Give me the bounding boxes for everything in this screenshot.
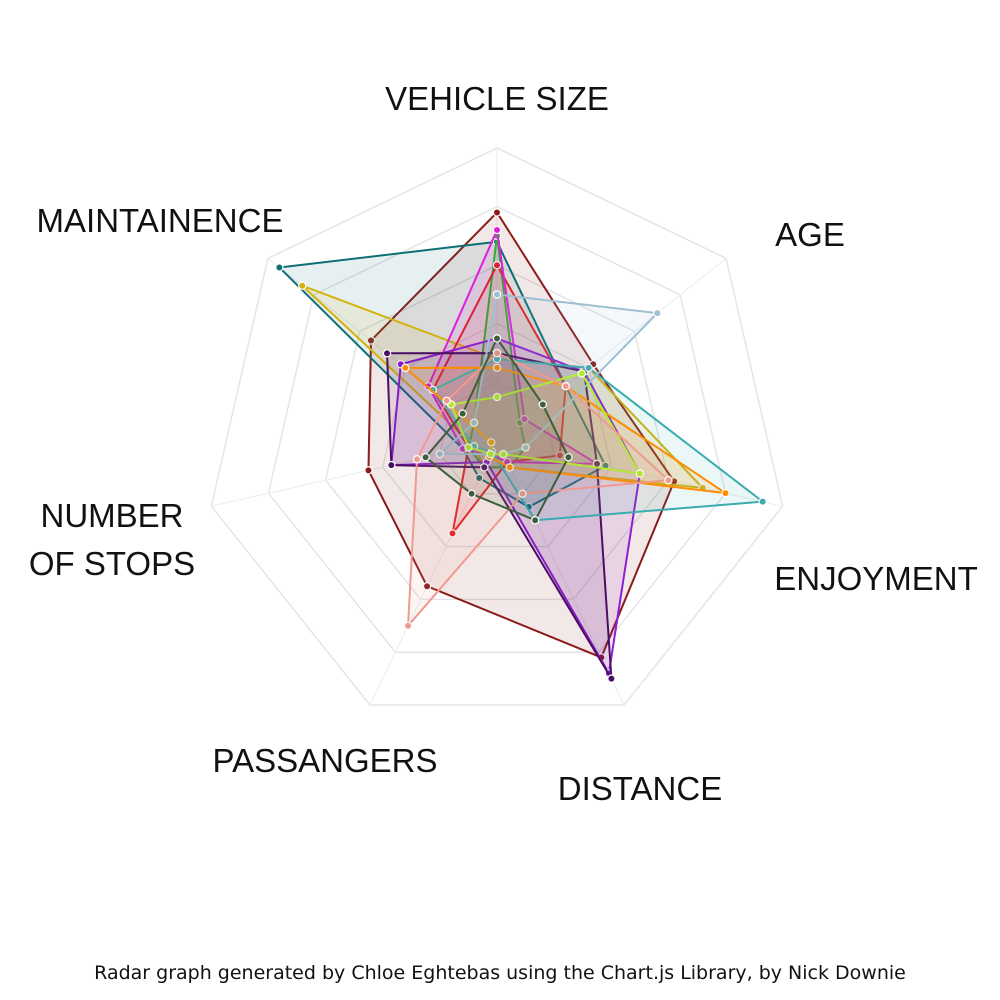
axis-label: PASSANGERS (213, 742, 438, 779)
data-point (607, 674, 616, 683)
series-area (431, 357, 764, 522)
data-point (492, 363, 502, 372)
data-point (492, 225, 502, 235)
series-area (424, 337, 570, 522)
data-point (275, 263, 284, 272)
data-point (721, 488, 730, 498)
data-point (538, 400, 548, 409)
data-point (492, 334, 502, 343)
axis-label: ENJOYMENT (774, 560, 978, 597)
data-point (403, 621, 413, 630)
data-point (387, 460, 396, 470)
data-point (421, 453, 430, 462)
data-point (518, 489, 527, 498)
data-point (521, 443, 530, 452)
data-point (635, 469, 645, 478)
data-point (364, 466, 373, 475)
grid-ring (267, 205, 727, 653)
data-point (577, 369, 586, 378)
series-11 (435, 290, 662, 459)
data-point (469, 418, 479, 427)
axis-label: VEHICLE SIZE (385, 80, 609, 117)
series-area (390, 337, 641, 675)
data-point (475, 473, 484, 483)
data-point (442, 396, 451, 406)
series-14 (421, 334, 573, 525)
series-9 (428, 354, 767, 525)
data-point (435, 449, 445, 459)
series-13 (403, 348, 673, 630)
data-point (492, 261, 502, 270)
data-point (401, 363, 410, 373)
series-area (367, 211, 676, 659)
grid-spoke (496, 257, 727, 442)
data-point (492, 208, 502, 217)
data-point (458, 409, 467, 418)
data-point (422, 581, 432, 591)
radar-series-layer (275, 208, 767, 683)
data-point (464, 443, 473, 452)
data-point (492, 290, 502, 299)
grid-ring (381, 323, 613, 548)
data-point (564, 453, 573, 462)
grid-ring (210, 147, 784, 706)
data-point (467, 489, 476, 498)
data-point (520, 414, 529, 424)
chart-caption: Radar graph generated by Chloe Eghtebas … (94, 962, 906, 984)
series-area (427, 229, 598, 465)
data-point (555, 451, 565, 460)
data-point (492, 348, 502, 358)
grid-spoke (211, 440, 498, 507)
axis-label: NUMBER OF STOPS (29, 497, 195, 582)
series-area (407, 352, 670, 627)
data-point (298, 281, 307, 290)
data-point (486, 449, 495, 459)
axis-label: MAINTAINENCE (37, 202, 284, 239)
series-12 (446, 369, 645, 478)
grid-ring (324, 264, 670, 601)
data-point (448, 529, 457, 538)
axis-label: AGE (775, 216, 845, 253)
data-point (530, 515, 540, 525)
axis-label: DISTANCE (558, 770, 722, 807)
grid-spoke (369, 440, 498, 706)
data-point (758, 497, 767, 506)
data-point (653, 308, 662, 318)
data-point (492, 392, 502, 402)
data-point (412, 455, 422, 464)
axis-labels: VEHICLE SIZE AGE ENJOYMENT DISTANCE PASSANGE… (29, 80, 978, 807)
data-point (664, 475, 673, 485)
data-point (487, 438, 496, 447)
data-point (561, 381, 570, 391)
data-point (584, 363, 593, 373)
data-point (505, 463, 514, 472)
data-point (480, 463, 489, 472)
data-point (382, 349, 392, 358)
data-point (366, 336, 376, 345)
data-point (499, 449, 508, 459)
